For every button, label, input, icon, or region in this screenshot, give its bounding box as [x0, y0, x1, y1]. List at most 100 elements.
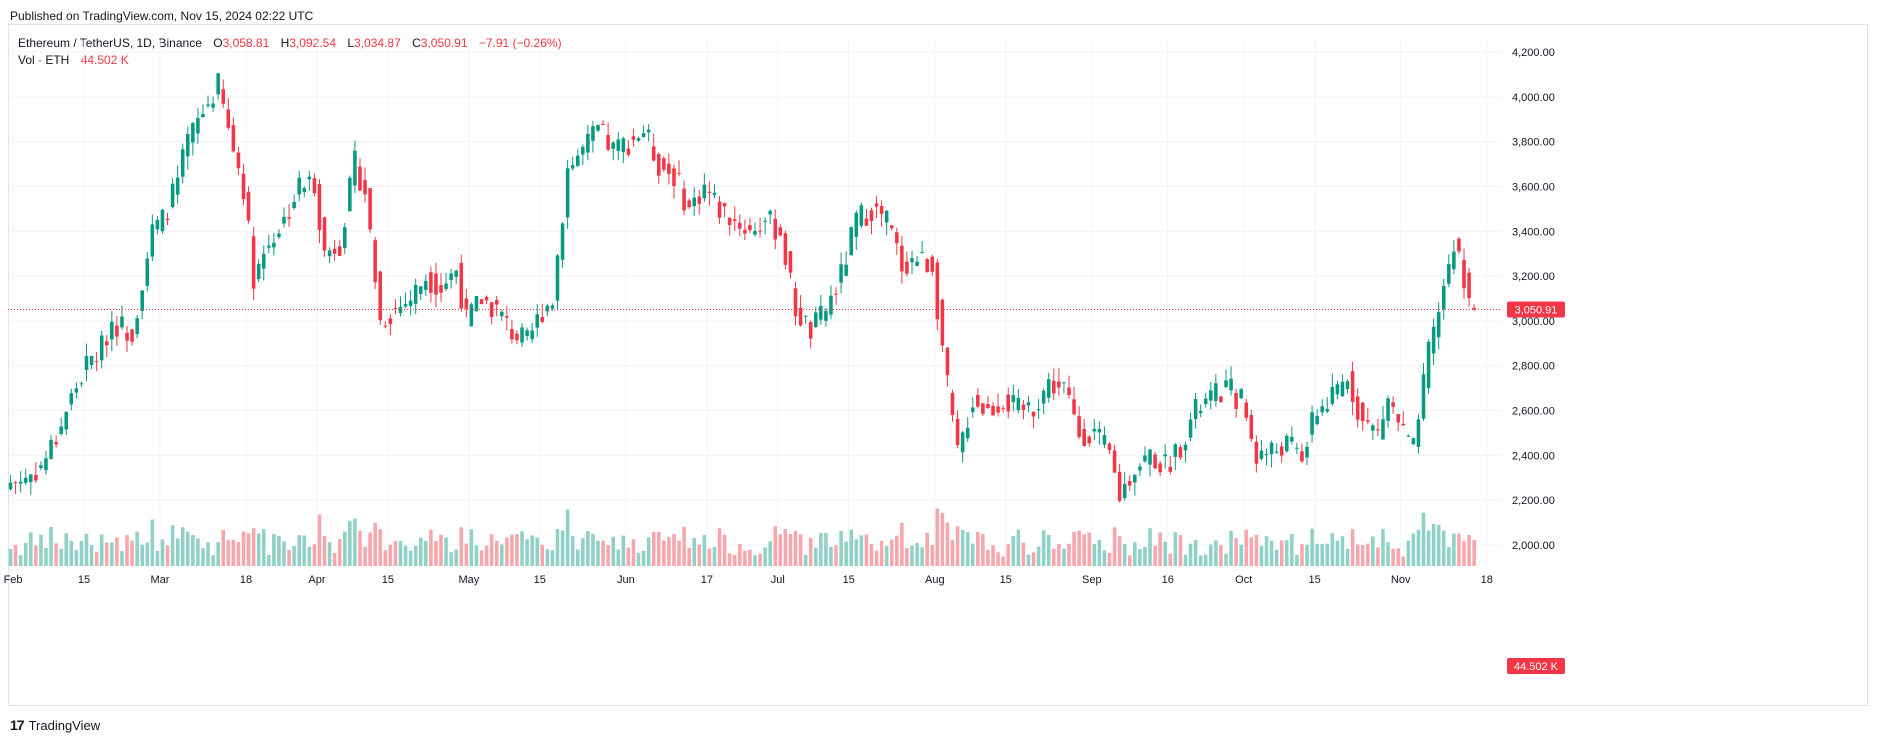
volume-bar: [1355, 544, 1360, 566]
volume-bar: [170, 525, 175, 566]
volume-bar: [348, 520, 352, 566]
volume-bar: [1396, 548, 1400, 566]
candle-body: [130, 329, 134, 342]
candle-body: [565, 168, 570, 218]
time-tick-label: Mar: [150, 574, 169, 586]
candle-body: [657, 153, 661, 176]
time-tick-label: Jul: [771, 574, 785, 586]
candle-body: [1016, 397, 1021, 411]
volume-bar: [140, 544, 144, 566]
brand-name[interactable]: TradingView: [28, 717, 101, 733]
volume-bar: [1421, 512, 1426, 566]
volume-bar: [424, 540, 428, 566]
time-tick-label: 16: [1162, 574, 1174, 586]
candle-body: [1006, 394, 1010, 412]
candle-body: [844, 264, 848, 276]
volume-bar: [591, 533, 595, 566]
candle-body: [560, 223, 565, 260]
candle-body: [236, 152, 241, 169]
volume-bar: [135, 531, 139, 566]
volume-bar: [646, 537, 651, 566]
volume-bar: [1269, 540, 1274, 566]
price-tick-label: 3,800.00: [1512, 137, 1555, 149]
volume-bar: [1467, 535, 1471, 566]
candle-body: [596, 124, 600, 131]
footer: 17 TradingView: [10, 717, 100, 733]
last-volume-tag: 44.502 K: [1507, 658, 1565, 674]
volume-bar: [722, 534, 727, 566]
volume-bar: [337, 539, 342, 566]
volume-bar: [1376, 547, 1380, 566]
tradingview-logo-icon[interactable]: 17: [10, 717, 25, 733]
candle-body: [1183, 444, 1188, 451]
volume-bar: [64, 533, 69, 566]
chart-frame: [8, 24, 1868, 706]
candle-body: [332, 248, 337, 254]
volume-label[interactable]: Vol · ETH: [18, 53, 70, 67]
volume-bar: [1198, 555, 1203, 566]
candle-body: [1052, 380, 1056, 394]
volume-bar: [1203, 554, 1208, 566]
candle-body: [449, 273, 453, 281]
candle-body: [196, 118, 200, 134]
volume-bar: [631, 539, 636, 566]
candle-body: [910, 258, 914, 263]
volume-bar: [955, 526, 960, 566]
volume-bar: [1406, 540, 1411, 566]
volume-bar: [1072, 532, 1076, 566]
candle-body: [241, 173, 246, 200]
candle-body: [94, 361, 99, 363]
candle-body: [1122, 483, 1127, 499]
candle-body: [808, 322, 813, 339]
time-axis[interactable]: Feb 15 Mar 18 Apr 15 May 15 Jun 17 Jul 15 Aug 15 Sep 16…: [4, 574, 1493, 586]
volume-bar: [1153, 545, 1157, 566]
symbol-label[interactable]: Ethereum / TetherUS, 1D, Binance: [18, 36, 202, 50]
candle-body: [960, 432, 965, 453]
volume-bar: [1031, 552, 1036, 566]
price-axis[interactable]: 2,000.00 2,200.00 2,400.00 2,600.00 2,800.00…: [1512, 47, 1555, 552]
volume-bar: [515, 534, 519, 566]
volume-bar: [1168, 553, 1173, 566]
candle-body: [1158, 463, 1162, 473]
candle-body: [662, 158, 666, 170]
candle-body: [1188, 419, 1193, 438]
volume-bar: [879, 540, 884, 566]
candle-body: [1411, 438, 1416, 445]
candle-body: [793, 288, 798, 317]
volume-bar: [575, 549, 580, 566]
volume-bar: [444, 537, 448, 566]
candle-body: [834, 293, 838, 295]
volume-bar: [981, 533, 985, 566]
candle-body: [1011, 395, 1016, 402]
volume-bar: [145, 542, 150, 566]
candle-body: [89, 355, 94, 365]
close-value: 3,050.91: [420, 36, 468, 50]
price-tick-label: 3,000.00: [1512, 316, 1555, 328]
volume-bar: [1350, 528, 1355, 566]
candle-body: [1295, 447, 1299, 449]
last-volume-tag-text: 44.502 K: [1514, 661, 1559, 673]
candle-body: [1097, 428, 1102, 433]
volume-bar: [332, 553, 337, 566]
candle-body: [155, 219, 160, 230]
volume-bar: [1178, 535, 1183, 566]
price-tick-label: 2,800.00: [1512, 361, 1555, 373]
candle-body: [915, 261, 919, 266]
volume-bar: [287, 549, 291, 566]
candle-body: [1320, 406, 1324, 413]
candle-body: [64, 411, 69, 430]
volume-bar: [1239, 544, 1243, 566]
candle-body: [1062, 382, 1066, 384]
candle-body: [84, 356, 89, 370]
volume-bar: [1092, 544, 1097, 566]
volume-bar: [1021, 542, 1026, 566]
candle-body: [348, 177, 352, 212]
volume-bar: [1441, 530, 1446, 566]
candle-body: [555, 255, 560, 301]
candle-body: [454, 270, 458, 277]
candle-body: [1127, 481, 1132, 486]
volume-bar: [1112, 527, 1117, 566]
volume-bar: [1011, 535, 1016, 566]
volume-bar: [920, 547, 924, 566]
